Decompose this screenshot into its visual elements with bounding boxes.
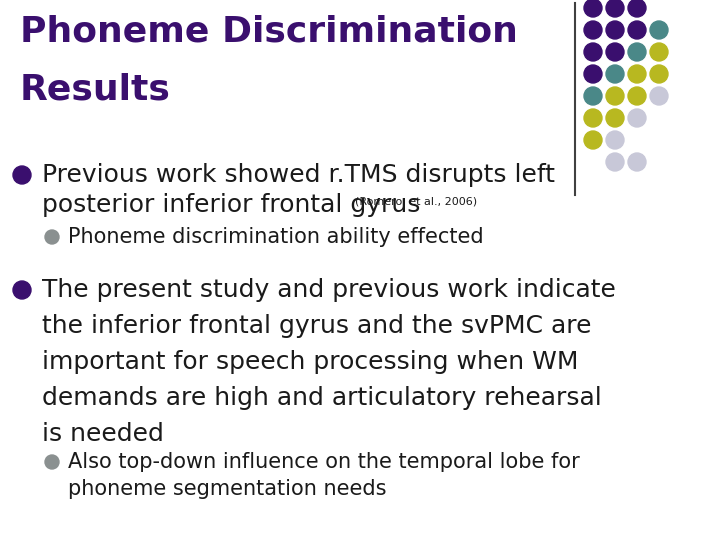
Text: Results: Results xyxy=(20,72,171,106)
Circle shape xyxy=(584,43,602,61)
Circle shape xyxy=(606,131,624,149)
Text: Also top-down influence on the temporal lobe for: Also top-down influence on the temporal … xyxy=(68,452,580,472)
Circle shape xyxy=(606,21,624,39)
Circle shape xyxy=(584,0,602,17)
Text: (Romero, et al., 2006): (Romero, et al., 2006) xyxy=(355,196,477,206)
Circle shape xyxy=(584,109,602,127)
Circle shape xyxy=(606,87,624,105)
Circle shape xyxy=(45,455,59,469)
Circle shape xyxy=(650,65,668,83)
Circle shape xyxy=(606,43,624,61)
Circle shape xyxy=(650,43,668,61)
Circle shape xyxy=(628,43,646,61)
Text: Phoneme Discrimination: Phoneme Discrimination xyxy=(20,15,518,49)
Text: is needed: is needed xyxy=(42,422,164,446)
Circle shape xyxy=(606,0,624,17)
Circle shape xyxy=(628,0,646,17)
Circle shape xyxy=(13,281,31,299)
Circle shape xyxy=(584,131,602,149)
Circle shape xyxy=(606,153,624,171)
Circle shape xyxy=(650,87,668,105)
Circle shape xyxy=(584,21,602,39)
Circle shape xyxy=(606,65,624,83)
Circle shape xyxy=(628,87,646,105)
Text: the inferior frontal gyrus and the svPMC are: the inferior frontal gyrus and the svPMC… xyxy=(42,314,592,338)
Circle shape xyxy=(628,153,646,171)
Circle shape xyxy=(628,109,646,127)
Text: demands are high and articulatory rehearsal: demands are high and articulatory rehear… xyxy=(42,386,602,410)
Text: Phoneme discrimination ability effected: Phoneme discrimination ability effected xyxy=(68,227,484,247)
Text: Previous work showed r.TMS disrupts left: Previous work showed r.TMS disrupts left xyxy=(42,163,555,187)
Circle shape xyxy=(13,166,31,184)
Text: posterior inferior frontal gyrus: posterior inferior frontal gyrus xyxy=(42,193,420,217)
Text: phoneme segmentation needs: phoneme segmentation needs xyxy=(68,479,387,499)
Circle shape xyxy=(650,21,668,39)
Text: important for speech processing when WM: important for speech processing when WM xyxy=(42,350,578,374)
Circle shape xyxy=(45,230,59,244)
Circle shape xyxy=(584,65,602,83)
Circle shape xyxy=(606,109,624,127)
Circle shape xyxy=(628,21,646,39)
Circle shape xyxy=(584,87,602,105)
Text: The present study and previous work indicate: The present study and previous work indi… xyxy=(42,278,616,302)
Circle shape xyxy=(628,65,646,83)
